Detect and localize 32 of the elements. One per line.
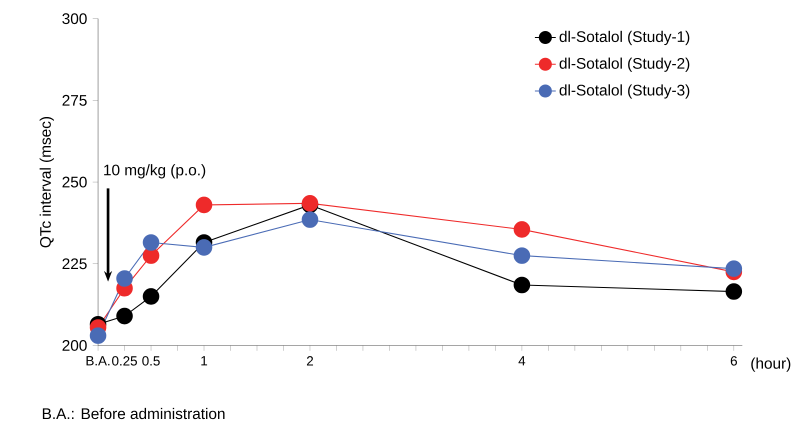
y-tick-label: 225 (62, 258, 87, 270)
legend-label: dl-Sotalol (Study-2) (560, 58, 690, 72)
point (302, 211, 318, 228)
x-tick-label: B.A. (86, 356, 110, 366)
x-tick-label: 0.25 (112, 356, 137, 366)
point (514, 276, 530, 294)
x-tick-label: 0.5 (142, 356, 160, 366)
point (514, 247, 530, 264)
point (142, 234, 160, 251)
y-tick-label: 275 (62, 95, 87, 106)
point (90, 327, 106, 344)
text: B.A.: Before administration (42, 408, 224, 420)
x-tick-label: 4 (518, 356, 526, 366)
point (196, 196, 212, 214)
x-tick-label: 1 (201, 356, 208, 366)
point (726, 283, 742, 300)
y-axis-title: QTc interval (msec) (40, 117, 54, 248)
legend-label: dl-Sotalol (Study-3) (560, 84, 690, 99)
annotation: 10 mg/kg (p.o.) (104, 164, 206, 179)
y-tick-label: 250 (62, 176, 87, 188)
x-tick-label: 6 (730, 356, 737, 366)
x-tick-label: 2 (306, 356, 314, 366)
legend-label: dl-Sotalol (Study-1) (560, 30, 690, 46)
y-tick-label: 200 (62, 340, 87, 351)
point (116, 308, 133, 324)
point (514, 221, 530, 238)
point (142, 288, 160, 305)
x-axis-title: (hour) (751, 358, 790, 372)
point (726, 260, 742, 278)
point (196, 239, 212, 256)
y-tick-label: 300 (62, 13, 87, 24)
point (116, 270, 133, 287)
